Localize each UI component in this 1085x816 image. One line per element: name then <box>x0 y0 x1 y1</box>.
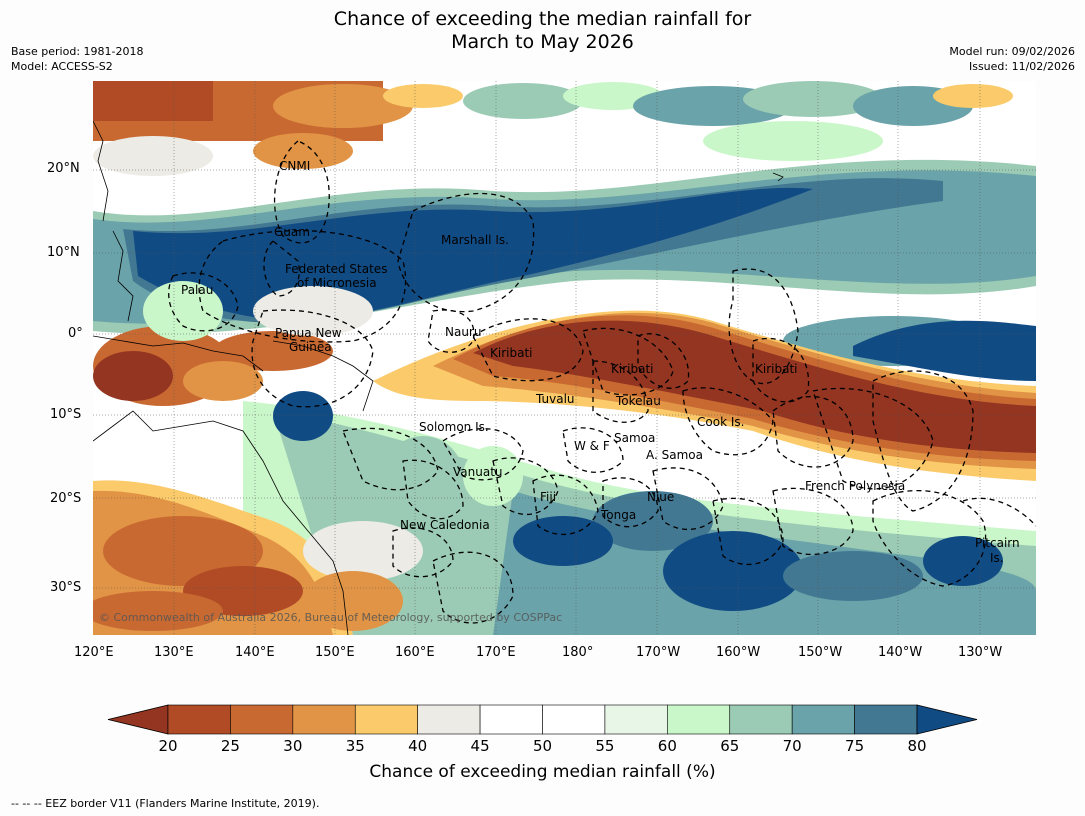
maritime-continent <box>93 281 373 406</box>
issued-date: Issued: 11/02/2026 <box>968 60 1075 73</box>
lon-label-150w: 150°W <box>798 645 843 660</box>
colorbar-segment <box>542 704 606 735</box>
colorbar-tick-label: 55 <box>595 737 615 755</box>
base-period: Base period: 1981-2018 <box>11 45 144 58</box>
label-niue: Niue <box>647 490 674 504</box>
colorbar-tick-label: 35 <box>345 737 365 755</box>
colorbar-tick-label: 40 <box>408 737 428 755</box>
colorbar-segment <box>230 704 294 735</box>
colorbar-title: Chance of exceeding median rainfall (%) <box>369 762 716 782</box>
eez-footnote: -- -- -- EEZ border V11 (Flanders Marine… <box>11 797 320 810</box>
colorbar-tick-label: 50 <box>532 737 553 755</box>
label-cook: Cook Is. <box>697 415 744 429</box>
label-wf: W & F <box>574 439 610 453</box>
label-french-polynesia: French Polynesia <box>805 479 905 493</box>
colorbar-segment <box>417 704 481 735</box>
label-kiribati-c: Kiribati <box>611 362 653 376</box>
colorbar-tick-label: 30 <box>283 737 303 755</box>
label-tuvalu: Tuvalu <box>535 392 575 406</box>
colorbar-tick-label: 20 <box>158 737 178 755</box>
australia-dry <box>93 480 423 635</box>
label-solomon: Solomon Is. <box>419 420 489 434</box>
lon-label-130e: 130°E <box>154 645 194 660</box>
label-asamoa: A. Samoa <box>646 448 703 462</box>
copyright-text: © Commonwealth of Australia 2026, Bureau… <box>99 611 562 624</box>
lon-label-120e: 120°E <box>74 645 114 660</box>
north-dry-zone <box>93 81 1013 176</box>
label-new-caledonia: New Caledonia <box>400 518 490 532</box>
label-nauru: Nauru <box>445 325 481 339</box>
label-pitcairn-2: Is. <box>990 551 1004 565</box>
label-cnmi: CNMI <box>279 159 310 173</box>
colorbar <box>107 704 978 735</box>
model-name: Model: ACCESS-S2 <box>11 60 113 73</box>
colorbar-segment <box>167 704 231 735</box>
label-pitcairn-1: Pitcairn <box>975 536 1020 550</box>
colorbar-segment <box>667 704 731 735</box>
label-kiribati-e: Kiribati <box>755 362 797 376</box>
colorbar-tick-label: 75 <box>845 737 865 755</box>
colorbar-tick-label: 65 <box>720 737 740 755</box>
label-fsm-1: Federated States <box>285 262 387 276</box>
label-tonga: Tonga <box>600 508 636 522</box>
graticule <box>93 81 1036 635</box>
equatorial-dry-tongue <box>373 310 1036 481</box>
colorbar-segment <box>292 704 356 735</box>
lon-label-170e: 170°E <box>476 645 516 660</box>
colorbar-segment <box>729 704 793 735</box>
lon-label-180: 180° <box>562 645 594 660</box>
colorbar-segment <box>791 704 855 735</box>
label-fsm-2: of Micronesia <box>297 276 377 290</box>
colorbar-tick-label: 45 <box>470 737 490 755</box>
colorbar-tick-label: 80 <box>907 737 927 755</box>
map-title-line1: Chance of exceeding the median rainfall … <box>333 8 752 30</box>
region-labels: CNMI Guam Marshall Is. Federated States … <box>181 159 1020 565</box>
label-png-1: Papua New <box>275 326 342 340</box>
lat-label-30s: 30°S <box>50 580 82 595</box>
colorbar-segment <box>854 704 918 735</box>
label-tokelau: Tokelau <box>615 394 661 408</box>
lat-label-0: 0° <box>68 326 83 341</box>
label-fiji: Fiji <box>540 490 556 504</box>
colorbar-segment <box>479 704 543 735</box>
lon-label-160e: 160°E <box>395 645 435 660</box>
lon-label-160w: 160°W <box>716 645 761 660</box>
label-guam: Guam <box>274 225 310 239</box>
colorbar-tick-label: 25 <box>220 737 240 755</box>
label-vanuatu: Vanuatu <box>453 465 503 479</box>
rainfall-map: CNMI Guam Marshall Is. Federated States … <box>93 81 1036 635</box>
label-png-2: Guinea <box>289 340 332 354</box>
lon-label-130w: 130°W <box>958 645 1003 660</box>
label-palau: Palau <box>181 283 213 297</box>
colorbar-low-extension <box>107 704 169 735</box>
label-samoa: Samoa <box>614 431 655 445</box>
model-run: Model run: 09/02/2026 <box>949 45 1075 58</box>
colorbar-tick-label: 70 <box>782 737 802 755</box>
lon-label-170w: 170°W <box>636 645 681 660</box>
lon-label-150e: 150°E <box>315 645 355 660</box>
lat-label-10s: 10°S <box>50 407 82 422</box>
colorbar-segment <box>604 704 668 735</box>
coastlines <box>93 120 784 635</box>
eez-borders <box>168 140 1036 624</box>
lat-label-20n: 20°N <box>47 161 80 176</box>
colorbar-segment <box>354 704 418 735</box>
map-title-line2: March to May 2026 <box>451 31 634 53</box>
lon-label-140e: 140°E <box>235 645 275 660</box>
colorbar-high-extension <box>916 704 978 735</box>
lon-label-140w: 140°W <box>878 645 923 660</box>
label-kiribati-w: Kiribati <box>490 346 532 360</box>
label-marshall: Marshall Is. <box>441 233 509 247</box>
lat-label-10n: 10°N <box>47 245 80 260</box>
colorbar-tick-label: 60 <box>657 737 677 755</box>
lat-label-20s: 20°S <box>50 491 82 506</box>
